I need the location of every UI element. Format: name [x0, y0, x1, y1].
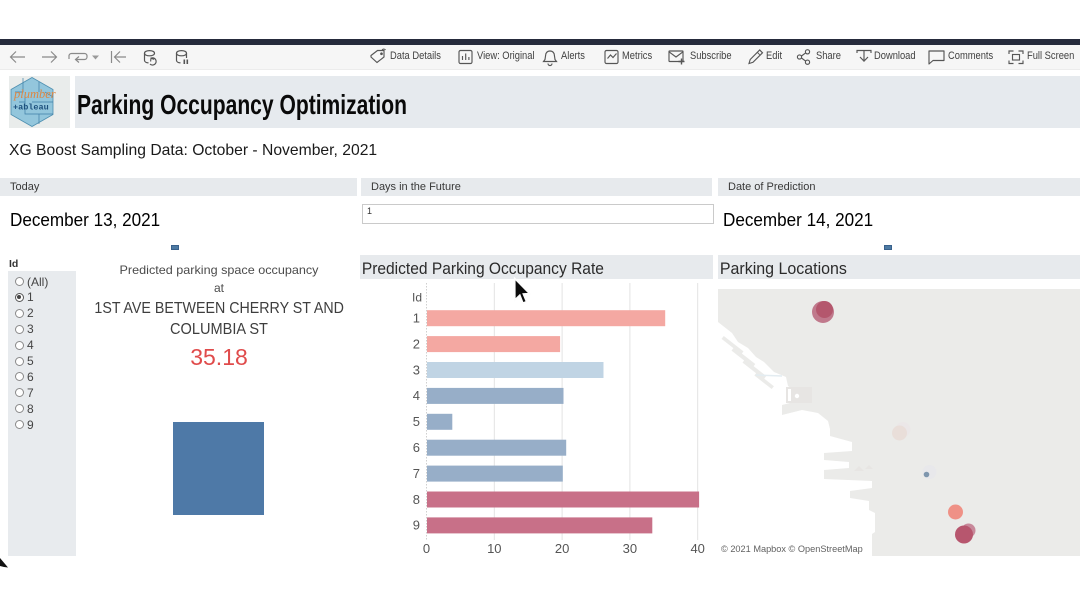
svg-text:+ableau: +ableau — [13, 103, 49, 113]
svg-text:© 2021 Mapbox © OpenStreetMap: © 2021 Mapbox © OpenStreetMap — [721, 544, 863, 554]
svg-text:7: 7 — [413, 466, 420, 481]
svg-text:9: 9 — [413, 518, 420, 533]
svg-text:10: 10 — [487, 541, 501, 556]
svg-text:30: 30 — [623, 541, 637, 556]
svg-text:1: 1 — [413, 311, 420, 326]
svg-text:8: 8 — [413, 492, 420, 507]
svg-text:20: 20 — [555, 541, 569, 556]
svg-text:Id: Id — [412, 291, 422, 305]
svg-text:2: 2 — [413, 336, 420, 351]
svg-text:4: 4 — [413, 388, 420, 403]
svg-text:plumber: plumber — [13, 87, 56, 101]
svg-text:3: 3 — [413, 362, 420, 377]
svg-text:40: 40 — [690, 541, 704, 556]
svg-text:5: 5 — [413, 414, 420, 429]
svg-text:0: 0 — [423, 541, 430, 556]
svg-text:6: 6 — [413, 440, 420, 455]
